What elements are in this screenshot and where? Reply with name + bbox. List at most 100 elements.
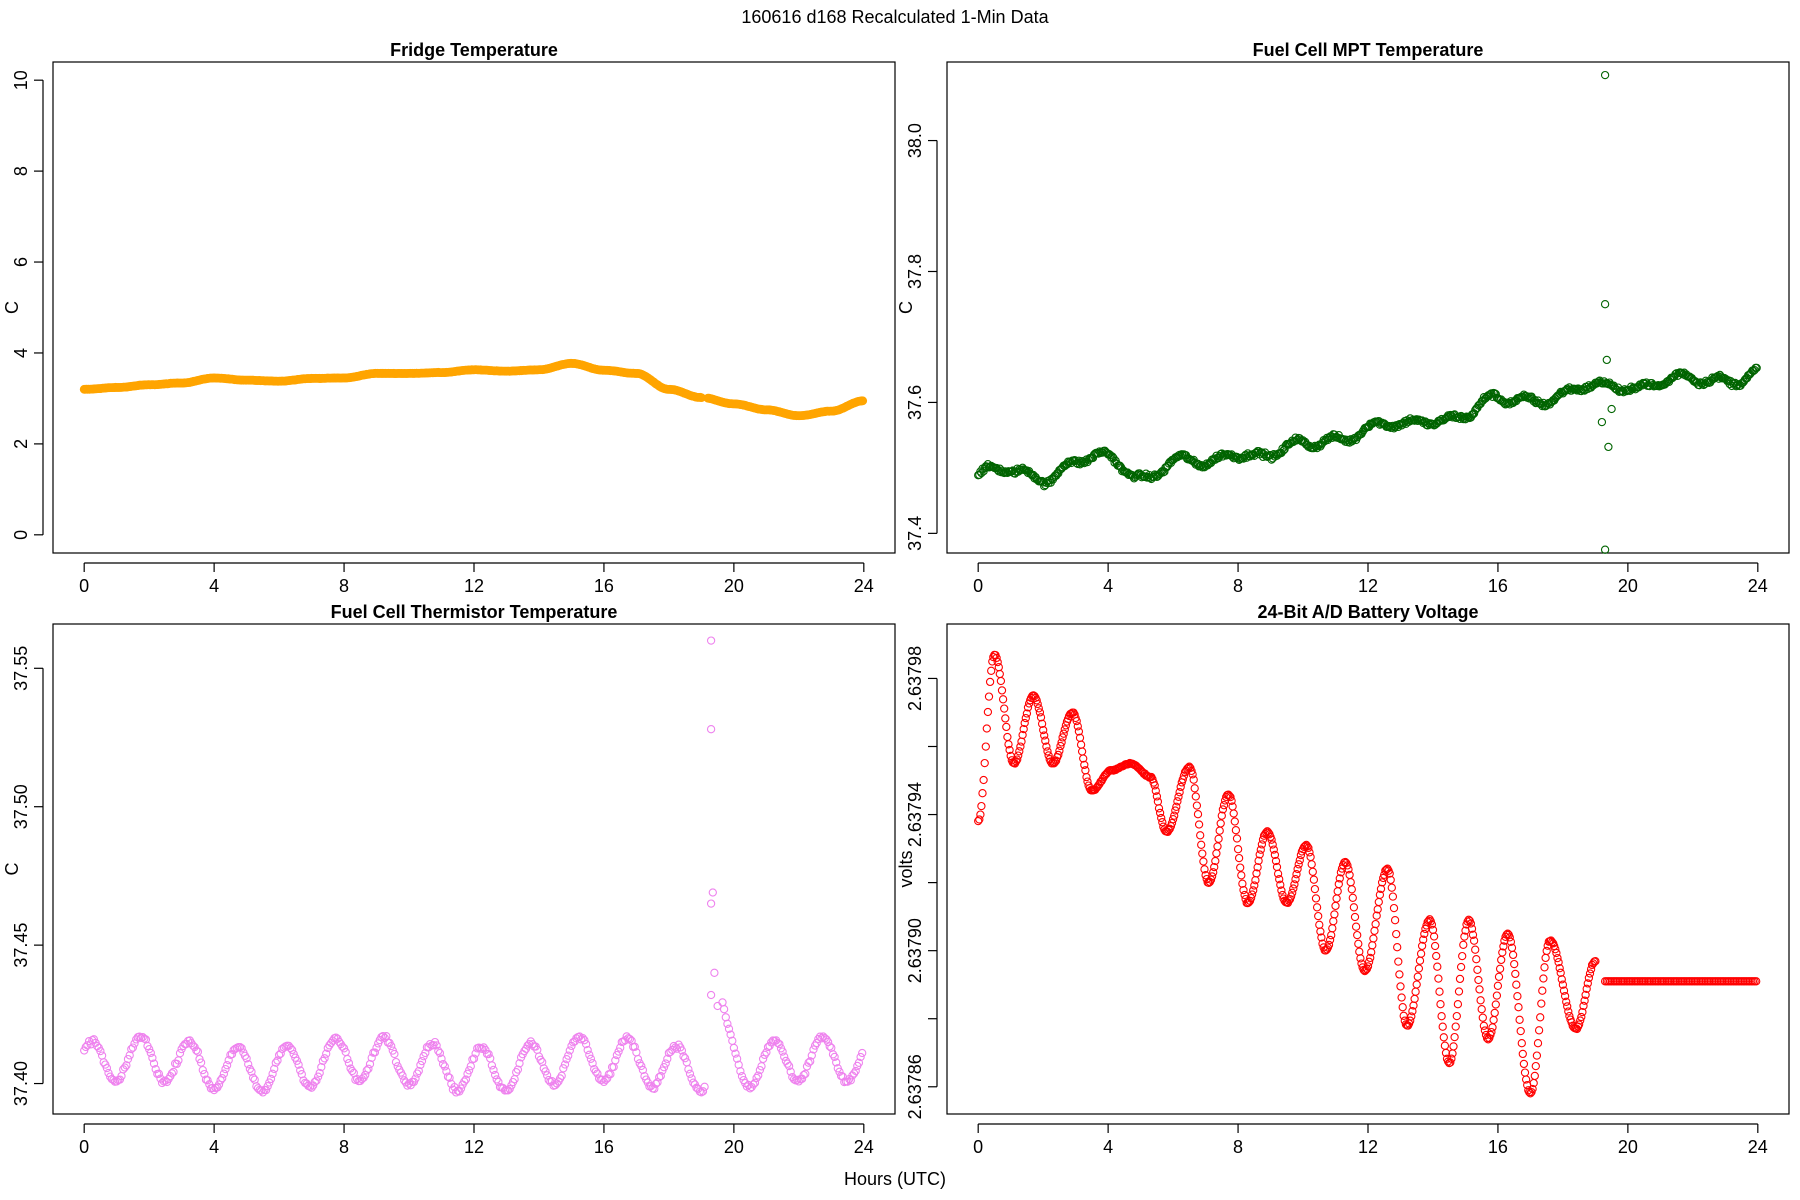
data-point <box>417 1056 427 1066</box>
data-point <box>1074 727 1084 736</box>
data-point <box>1276 880 1285 889</box>
data-point <box>614 1047 623 1056</box>
data-point <box>1563 1002 1572 1011</box>
data-point <box>1002 722 1011 732</box>
data-point <box>1033 699 1042 709</box>
data-point <box>783 1059 792 1068</box>
data-point <box>1252 869 1261 878</box>
data-point <box>437 1054 446 1063</box>
x-tick-label: 16 <box>594 1137 614 1157</box>
data-point <box>832 1058 841 1067</box>
data-point <box>1397 993 1406 1002</box>
data-point <box>849 1069 859 1078</box>
data-point <box>1439 1033 1448 1042</box>
data-point <box>1020 718 1029 728</box>
data-point <box>1255 850 1264 859</box>
data-point <box>1350 912 1360 922</box>
data-point <box>377 1032 386 1042</box>
data-point <box>435 1048 445 1058</box>
data-point <box>214 1080 224 1089</box>
data-point <box>1334 879 1343 889</box>
data-point <box>1576 1016 1585 1025</box>
data-point <box>1505 933 1514 942</box>
data-point <box>985 677 995 687</box>
data-point <box>1556 968 1565 977</box>
data-point <box>370 1048 380 1057</box>
data-point <box>1537 999 1546 1008</box>
x-tick-label: 4 <box>209 576 219 596</box>
data-point <box>1196 831 1205 840</box>
data-point <box>443 1072 453 1081</box>
y-axis: 37.4 37.6 37.8 38.0 <box>905 123 938 551</box>
y-tick-label: 8 <box>11 166 31 176</box>
data-point <box>1335 874 1344 883</box>
data-point <box>680 1054 690 1063</box>
data-point <box>1190 784 1199 793</box>
data-point <box>411 1074 420 1083</box>
data-point <box>1454 987 1464 996</box>
data-point <box>1212 849 1221 858</box>
data-point <box>1364 957 1374 966</box>
plot-frame <box>52 61 896 554</box>
data-point <box>1176 782 1185 792</box>
data-point <box>466 1062 475 1071</box>
data-point <box>169 1067 178 1077</box>
data-point <box>487 1061 497 1070</box>
data-point <box>222 1061 232 1070</box>
data-point <box>1554 958 1563 967</box>
data-point <box>464 1066 474 1075</box>
data-point <box>1531 1061 1540 1071</box>
panel-2: Fuel Cell MPT Temperature 0 4 8 12 16 20 24 37.4… <box>896 40 1790 596</box>
data-point <box>1377 878 1387 887</box>
data-point <box>1591 957 1600 966</box>
data-point <box>1077 747 1087 756</box>
data-point <box>754 1071 763 1080</box>
data-point <box>1215 826 1224 835</box>
data-point <box>391 1057 401 1067</box>
data-point <box>784 1061 794 1071</box>
data-point <box>846 1076 855 1085</box>
data-point <box>1267 835 1276 844</box>
data-point <box>1055 746 1064 755</box>
data-point <box>1555 964 1564 973</box>
data-point <box>322 1049 331 1058</box>
data-point <box>130 1039 139 1048</box>
data-point <box>1491 1000 1500 1009</box>
y-axis-label: C <box>896 301 916 314</box>
data-point <box>1072 716 1081 726</box>
data-point <box>1187 766 1196 776</box>
data-point <box>145 1045 154 1054</box>
data-point <box>706 990 716 1000</box>
data-point <box>1332 894 1341 903</box>
data-point <box>1495 964 1505 973</box>
data-point <box>140 1034 149 1043</box>
data-point <box>656 1071 665 1081</box>
data-point <box>638 1065 648 1075</box>
data-point <box>208 1083 217 1093</box>
data-point <box>976 810 985 819</box>
data-point <box>977 801 986 811</box>
data-point <box>390 1049 399 1059</box>
data-point <box>1515 1015 1524 1024</box>
data-point <box>1752 977 1761 986</box>
data-point <box>1474 975 1483 985</box>
data-point <box>830 1052 839 1062</box>
data-point <box>1043 747 1052 756</box>
data-point <box>1471 945 1480 954</box>
data-point <box>1074 456 1084 465</box>
data-point <box>315 1068 324 1078</box>
data-point <box>456 1084 466 1093</box>
data-point <box>1416 949 1426 958</box>
data-point <box>1441 1048 1451 1058</box>
x-tick-label: 20 <box>724 576 744 596</box>
data-point <box>1219 801 1229 810</box>
data-point <box>1469 936 1479 945</box>
data-point <box>1412 980 1421 989</box>
data-point <box>266 1074 276 1084</box>
data-point <box>1519 1059 1529 1069</box>
data-point <box>378 1031 388 1041</box>
data-point <box>1254 856 1263 865</box>
data-point <box>1580 996 1589 1005</box>
data-point <box>1270 850 1280 860</box>
data-point <box>1558 980 1568 989</box>
